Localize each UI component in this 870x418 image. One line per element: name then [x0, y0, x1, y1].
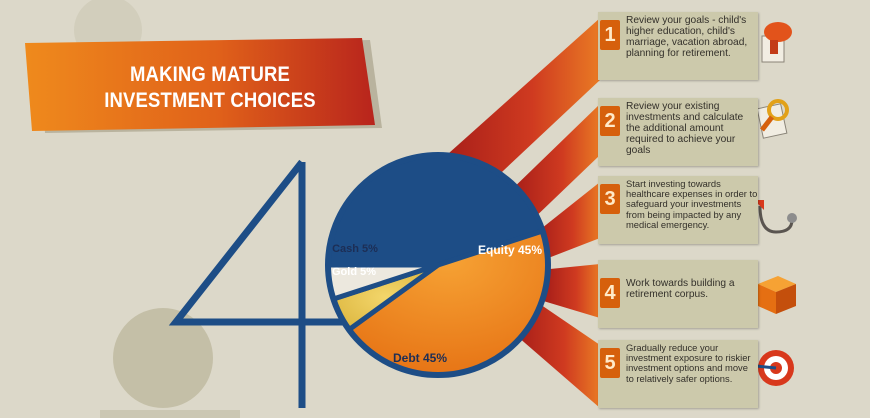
step-text-line: safeguard your investments	[626, 198, 742, 210]
step-text-line: investment options and move	[626, 362, 748, 374]
step-text-line: Review your existing	[626, 101, 720, 112]
ray-1	[430, 18, 600, 200]
target-icon	[755, 350, 794, 386]
step-text: Review your existing investments and calc…	[626, 101, 760, 156]
step-number: 5	[600, 348, 620, 378]
pie-label-gold: Gold 5%	[332, 266, 376, 278]
step-text-line: the additional amount	[626, 123, 724, 134]
step-box-1: 1 Review your goals - child's higher educa…	[598, 12, 758, 80]
step-text-line: Start investing towards	[626, 178, 721, 189]
step-text: Start investing towards healthcare expens…	[626, 178, 760, 230]
step-text-line: Work towards building a	[626, 278, 735, 289]
pie-label-debt: Debt 45%	[393, 351, 447, 365]
step-number: 4	[600, 278, 620, 308]
step-number: 2	[600, 106, 620, 136]
step-box-2: 2 Review your existing investments and cal…	[598, 98, 758, 166]
pie-label-equity: Equity 45%	[478, 243, 542, 257]
megaphone-icon	[761, 22, 792, 63]
step-text-line: marriage, vacation abroad,	[626, 37, 748, 48]
step-text-line: healthcare expenses in order to	[626, 188, 758, 200]
stethoscope-icon	[754, 200, 797, 234]
pie-outline	[325, 152, 551, 378]
ray-4	[540, 264, 600, 318]
ray-3	[532, 182, 600, 262]
banner	[25, 38, 375, 131]
step-text-line: required to achieve your goals	[626, 134, 736, 156]
pie-label-cash: Cash 5%	[332, 243, 378, 255]
magnifier-document-icon	[756, 99, 789, 139]
step-text-line: retirement corpus.	[626, 289, 709, 300]
step-text-line: investment exposure to riskier	[626, 352, 751, 364]
step-text-line: to relatively safer options.	[626, 372, 733, 384]
step-text: Review your goals - child's higher educat…	[626, 15, 760, 59]
banner-line-2: INVESTMENT CHOICES	[104, 89, 316, 112]
banner-title: MAKING MATURE INVESTMENT CHOICES	[78, 62, 342, 114]
step-number: 1	[600, 20, 620, 50]
big-four-graphic	[168, 159, 360, 408]
banner-line-1: MAKING MATURE	[129, 63, 291, 86]
step-text-line: Review your goals - child's	[626, 15, 747, 26]
step-text-line: investments and calculate	[626, 112, 744, 123]
decor-bottom-strip	[100, 410, 240, 418]
step-text-line: planning for retirement.	[626, 48, 731, 59]
allocation-pie-chart: Equity 45% Debt 45% Gold 5% Cash 5%	[325, 152, 551, 378]
step-text-line: higher education, child's	[626, 26, 735, 37]
step-text: Work towards building a retirement corpus…	[626, 278, 760, 300]
decor-circle-large	[113, 308, 213, 408]
box-icon	[758, 276, 796, 314]
step-text-line: from being impacted by any	[626, 208, 742, 220]
step-text: Gradually reduce your investment exposure…	[626, 342, 760, 384]
step-box-3: 3 Start investing towards healthcare expen…	[598, 176, 758, 244]
step-text-line: medical emergency.	[626, 218, 710, 230]
step-text-line: Gradually reduce your	[626, 342, 719, 353]
ray-2	[505, 104, 600, 224]
step-box-5: 5 Gradually reduce your investment exposur…	[598, 340, 758, 408]
step-box-4: 4 Work towards building a retirement corpu…	[598, 260, 758, 328]
step-number: 3	[600, 184, 620, 214]
